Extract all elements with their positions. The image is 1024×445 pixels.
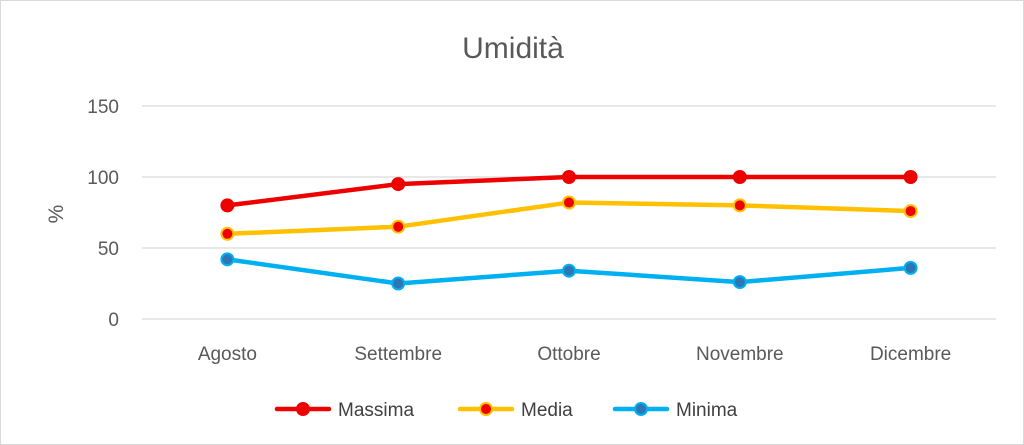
legend-swatch-marker bbox=[634, 402, 648, 416]
data-point bbox=[732, 275, 747, 290]
y-tick-label: 100 bbox=[87, 168, 119, 189]
legend-item-minima: Minima bbox=[612, 400, 738, 421]
legend-label: Massima bbox=[338, 400, 414, 421]
legend-item-media: Media bbox=[457, 400, 573, 421]
series-minima bbox=[220, 252, 918, 291]
x-tick-label: Ottobre bbox=[537, 344, 600, 365]
data-point bbox=[903, 170, 918, 184]
legend-swatch-marker bbox=[296, 402, 310, 416]
series-massima bbox=[220, 170, 918, 213]
y-tick-label: 0 bbox=[108, 310, 119, 331]
y-tick-labels: 0 50 100 150 bbox=[87, 97, 119, 331]
legend-label: Minima bbox=[676, 400, 738, 421]
x-tick-label: Agosto bbox=[198, 344, 257, 365]
data-point bbox=[391, 276, 406, 291]
data-point bbox=[220, 198, 235, 213]
series-media bbox=[220, 195, 918, 241]
gridlines bbox=[142, 105, 996, 320]
series-lines bbox=[220, 170, 918, 291]
data-point bbox=[903, 204, 918, 219]
data-point bbox=[391, 219, 406, 234]
legend-swatch-marker bbox=[479, 402, 493, 416]
data-point bbox=[732, 198, 747, 213]
data-point bbox=[391, 177, 406, 192]
x-tick-label: Novembre bbox=[696, 344, 784, 365]
chart-title: Umidità bbox=[462, 32, 564, 65]
data-point bbox=[562, 195, 576, 210]
y-tick-label: 150 bbox=[87, 97, 119, 118]
legend-item-massima: Massima bbox=[274, 400, 414, 421]
y-axis-label: % bbox=[45, 205, 68, 224]
data-point bbox=[903, 260, 918, 275]
x-tick-labels: Agosto Settembre Ottobre Novembre Dicembre bbox=[198, 344, 951, 365]
y-tick-label: 50 bbox=[98, 239, 119, 260]
data-point bbox=[562, 263, 576, 278]
legend-label: Media bbox=[521, 400, 573, 421]
data-point bbox=[220, 226, 235, 241]
data-point bbox=[562, 170, 576, 184]
data-point bbox=[732, 170, 747, 184]
x-tick-label: Settembre bbox=[354, 344, 442, 365]
data-point bbox=[220, 252, 235, 267]
legend: Massima Media Minima bbox=[274, 400, 738, 421]
x-tick-label: Dicembre bbox=[870, 344, 951, 365]
